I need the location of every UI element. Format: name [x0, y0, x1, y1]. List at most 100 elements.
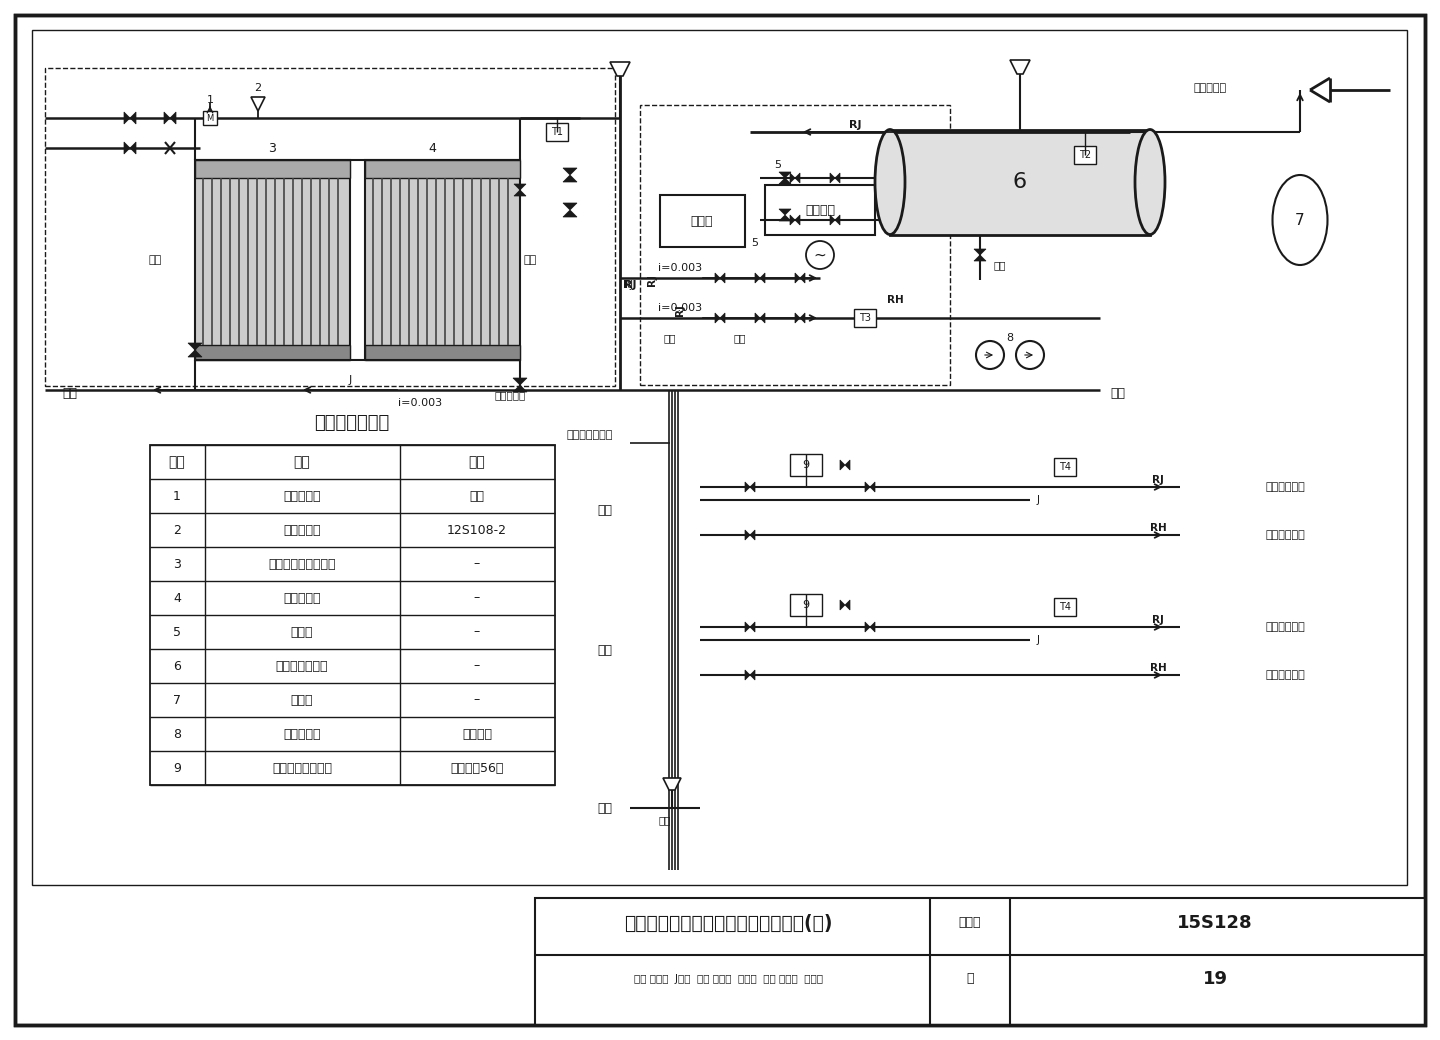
Text: 常闭: 常闭 — [469, 490, 484, 502]
Text: 泄水: 泄水 — [664, 333, 677, 343]
Text: RJ: RJ — [1152, 475, 1164, 485]
Text: 内筒式太阳能集热器: 内筒式太阳能集热器 — [268, 557, 336, 571]
Polygon shape — [755, 274, 760, 283]
Text: 控制器: 控制器 — [691, 214, 713, 228]
Polygon shape — [973, 255, 986, 261]
Text: 2: 2 — [255, 83, 262, 93]
Text: 真空破坏器: 真空破坏器 — [284, 523, 321, 537]
Polygon shape — [760, 274, 765, 283]
Text: 辅助热源: 辅助热源 — [805, 204, 835, 216]
Text: 热水供水支管: 热水供水支管 — [1264, 622, 1305, 632]
Polygon shape — [513, 378, 527, 385]
Polygon shape — [130, 142, 135, 154]
Polygon shape — [744, 670, 750, 680]
Text: 9: 9 — [802, 600, 809, 610]
Text: 一层: 一层 — [598, 802, 612, 814]
Text: RJ: RJ — [647, 275, 657, 286]
Text: J: J — [1037, 635, 1040, 645]
Text: RJ: RJ — [1152, 615, 1164, 625]
Text: 液位传感器: 液位传感器 — [284, 592, 321, 604]
Text: 屋顶: 屋顶 — [1110, 387, 1125, 399]
Polygon shape — [716, 274, 720, 283]
Text: 4: 4 — [428, 141, 436, 155]
Polygon shape — [840, 460, 845, 470]
Polygon shape — [750, 482, 755, 492]
Polygon shape — [750, 622, 755, 632]
Ellipse shape — [1273, 175, 1328, 265]
Polygon shape — [795, 215, 801, 225]
Bar — [1054, 598, 1076, 616]
Text: –: – — [474, 659, 480, 673]
Polygon shape — [170, 112, 176, 124]
Text: 5: 5 — [752, 238, 759, 248]
Polygon shape — [779, 172, 791, 178]
Text: 检修阀（常闭）: 检修阀（常闭） — [567, 430, 613, 440]
Polygon shape — [835, 215, 840, 225]
Bar — [364, 160, 520, 360]
Polygon shape — [760, 313, 765, 323]
Text: 热水回水支管: 热水回水支管 — [1264, 670, 1305, 680]
Bar — [203, 111, 217, 125]
Text: 页: 页 — [966, 972, 973, 986]
Circle shape — [806, 241, 834, 269]
Polygon shape — [563, 175, 577, 182]
Polygon shape — [124, 112, 130, 124]
Text: 名称: 名称 — [294, 456, 311, 469]
Text: 五层: 五层 — [598, 503, 612, 517]
Bar — [1054, 458, 1076, 476]
Text: 5: 5 — [173, 625, 181, 639]
Text: 8: 8 — [173, 728, 181, 740]
Polygon shape — [1009, 60, 1030, 74]
Text: 进水电磁阀: 进水电磁阀 — [284, 490, 321, 502]
Polygon shape — [251, 97, 265, 111]
Text: RH: RH — [887, 295, 903, 305]
Text: 图集号: 图集号 — [959, 916, 981, 930]
Text: T1: T1 — [552, 127, 563, 137]
Text: RJ: RJ — [848, 120, 861, 130]
Text: 无动力集热循环间接加热系统示意图(二): 无动力集热循环间接加热系统示意图(二) — [624, 913, 832, 933]
Text: RJ: RJ — [624, 280, 636, 290]
Text: RJ: RJ — [675, 304, 685, 316]
Text: –: – — [474, 592, 480, 604]
Text: 主要设备材料表: 主要设备材料表 — [314, 414, 390, 432]
Text: 1: 1 — [173, 490, 181, 502]
Polygon shape — [662, 778, 681, 790]
Text: 审核 王耀堂  J械军  校对 张燕平  沈正平  设计 常文哲  翟义道: 审核 王耀堂 J械军 校对 张燕平 沈正平 设计 常文哲 翟义道 — [634, 974, 822, 984]
Text: 3: 3 — [268, 141, 276, 155]
Polygon shape — [750, 530, 755, 540]
Text: 回水循环泵: 回水循环泵 — [284, 728, 321, 740]
Circle shape — [1017, 341, 1044, 369]
Text: 3: 3 — [173, 557, 181, 571]
Polygon shape — [720, 313, 724, 323]
Bar — [791, 454, 822, 476]
Polygon shape — [791, 173, 795, 183]
Polygon shape — [779, 178, 791, 184]
Polygon shape — [563, 203, 577, 210]
Text: T4: T4 — [1058, 602, 1071, 612]
Text: 泄水: 泄水 — [148, 255, 161, 265]
Bar — [364, 345, 520, 360]
Bar — [364, 160, 520, 178]
Text: 15S128: 15S128 — [1176, 914, 1253, 932]
Text: –: – — [474, 625, 480, 639]
Polygon shape — [744, 622, 750, 632]
Text: T4: T4 — [1058, 462, 1071, 472]
Text: 12S108-2: 12S108-2 — [446, 523, 507, 537]
Polygon shape — [611, 62, 631, 76]
Text: 9: 9 — [173, 761, 181, 775]
Text: T2: T2 — [1079, 150, 1092, 160]
Polygon shape — [801, 274, 805, 283]
Text: 2: 2 — [173, 523, 181, 537]
Text: 19: 19 — [1202, 970, 1227, 988]
Polygon shape — [865, 622, 870, 632]
Polygon shape — [716, 313, 720, 323]
Text: RJ: RJ — [624, 280, 634, 290]
Text: 9: 9 — [802, 460, 809, 470]
Text: 6: 6 — [173, 659, 181, 673]
Text: ~: ~ — [814, 248, 827, 262]
Polygon shape — [755, 313, 760, 323]
Text: 泄至安全处: 泄至安全处 — [494, 390, 526, 400]
Text: 膨胀罐: 膨胀罐 — [291, 694, 314, 706]
Polygon shape — [795, 313, 801, 323]
Bar — [194, 160, 350, 360]
